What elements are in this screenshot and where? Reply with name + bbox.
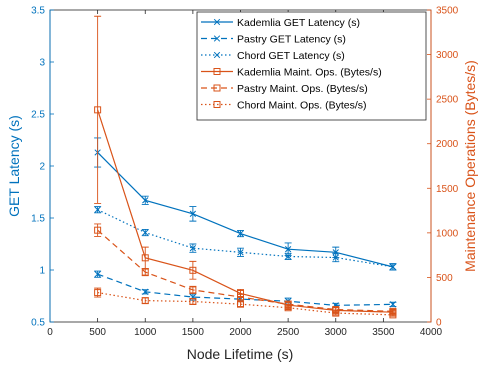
y-tick-label-left: 2 [39,162,45,173]
legend-marker [213,68,221,75]
ticks-layer: 0 500 1000 1500 2000 2500 3000 3500 40000.511.52… [31,6,459,339]
legend-item-6: Chord Maint. Ops. (Bytes/s) [201,100,367,112]
y-axis-label-left: GET Latency (s) [6,115,22,217]
y-tick-label-right: 3000 [436,50,459,61]
legend: Kademlia GET Latency (s) Pastry GET Laten… [196,11,427,121]
data-point [142,229,149,236]
data-point [284,246,292,253]
legend-box [196,11,427,121]
data-point [189,245,197,252]
data-point [142,197,149,204]
y-tick-label-left: 3.5 [31,6,45,17]
legend-marker [213,84,221,92]
legend-item-1: Kademlia GET Latency (s) [201,17,360,29]
legend-label: Pastry GET Latency (s) [237,34,346,46]
legend-label: Pastry Maint. Ops. (Bytes/s) [237,83,368,95]
y-tick-label-left: 0.5 [31,318,45,329]
data-point [389,301,397,308]
data-point [332,254,339,261]
data-point [189,286,197,294]
data-point [389,263,397,271]
data-point [237,300,244,308]
data-point [332,249,339,256]
x-tick-label: 4000 [420,327,443,338]
series-3 [94,206,397,271]
x-tick-label: 500 [89,327,106,338]
error-bar [94,223,102,237]
error-bar [332,310,340,316]
y-tick-label-right: 1500 [436,184,459,195]
y-tick-label-left: 2.5 [31,110,45,121]
legend-label: Kademlia GET Latency (s) [237,17,360,29]
series-6 [94,287,397,319]
legend-marker [213,51,221,59]
y-tick-label-left: 1.5 [31,214,45,225]
legend-item-4: Kademlia Maint. Ops. (Bytes/s) [201,67,382,79]
y-tick-label-right: 3500 [436,6,459,17]
legend-item-3: Chord GET Latency (s) [201,50,345,62]
y-tick-label-left: 1 [39,266,45,277]
error-bar [94,15,102,204]
y-tick-label-right: 500 [436,273,453,284]
error-bar [389,313,397,317]
data-point [189,297,197,305]
data-point [332,309,340,317]
legend-label: Chord Maint. Ops. (Bytes/s) [237,100,367,112]
data-point [141,254,149,262]
legend-item-5: Pastry Maint. Ops. (Bytes/s) [201,83,368,95]
data-point [284,304,292,312]
y-tick-label-right: 2500 [436,95,459,106]
data-point [237,293,244,301]
legend-marker [213,18,221,26]
data-point [142,288,149,295]
data-point [94,226,102,234]
y-tick-label-right: 2000 [436,139,459,150]
x-tick-label: 1000 [134,327,157,338]
error-bar [141,268,149,277]
series-layer [94,15,397,319]
x-axis-label: Node Lifetime (s) [187,346,294,362]
data-point [141,268,149,276]
data-point [94,289,102,297]
data-point [237,249,244,256]
y-tick-label-right: 1000 [436,228,459,239]
x-tick-label: 1500 [182,327,205,338]
data-point [389,311,397,319]
data-point [237,230,244,237]
y-tick-label-right: 0 [436,318,442,329]
data-point [189,210,197,217]
legend-marker [213,101,221,108]
error-bar [189,285,197,294]
data-point [284,253,292,260]
series-1 [94,137,397,271]
x-tick-label: 2000 [229,327,252,338]
legend-label: Chord GET Latency (s) [237,50,345,62]
y-axis-label-right: Maintenance Operations (Bytes/s) [462,60,478,272]
data-point [141,297,149,305]
error-bar [284,305,292,310]
legend-item-2: Pastry GET Latency (s) [201,34,346,46]
y-tick-label-left: 3 [39,58,45,69]
data-point [94,106,102,114]
data-point [189,266,197,274]
legend-label: Kademlia Maint. Ops. (Bytes/s) [237,67,382,79]
error-bar [237,301,244,307]
legend-marker [213,35,221,42]
data-point [94,206,101,213]
error-bar [189,260,197,280]
x-tick-label: 0 [47,327,53,338]
x-tick-label: 3000 [325,327,348,338]
x-tick-label: 3500 [372,327,395,338]
data-point [94,271,101,278]
x-tick-label: 2500 [277,327,300,338]
